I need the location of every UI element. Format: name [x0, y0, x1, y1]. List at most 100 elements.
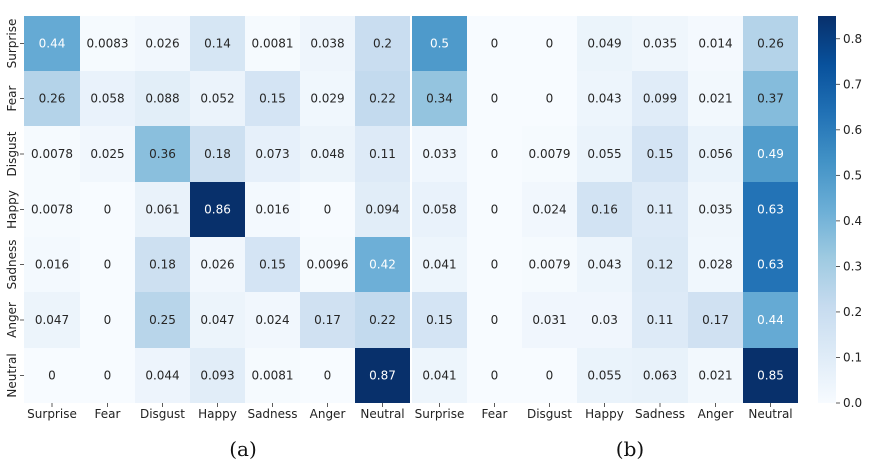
- heatmap-b-cell-r1-c3: [577, 71, 632, 126]
- heatmap-b-cell-r4-c1: [467, 237, 522, 292]
- heatmap-a-value-r1-c5: 0.029: [310, 92, 344, 106]
- heatmap-a-value-r2-c4: 0.073: [255, 147, 289, 161]
- colorbar-tick-label: 0.0: [843, 396, 862, 410]
- heatmap-a-value-r6-c1: 0: [104, 369, 112, 383]
- heatmap-b-cell-r4-c4: [632, 237, 688, 292]
- heatmap-a-value-r0-c6: 0.2: [373, 37, 392, 51]
- heatmap-a-value-r1-c2: 0.088: [145, 92, 179, 106]
- heatmap-a-cell-r2-c0: [24, 126, 80, 182]
- heatmap-b-value-r6-c6: 0.85: [757, 369, 784, 383]
- heatmap-b-cell-r3-c3: [577, 182, 632, 237]
- heatmap-a-cell-r6-c6: [355, 348, 410, 403]
- heatmap-b-value-r4-c4: 0.12: [647, 258, 674, 272]
- heatmap-a-value-r2-c0: 0.0078: [31, 147, 73, 161]
- heatmap-b-cell-r2-c2: [522, 126, 577, 182]
- heatmap-b-cell-r3-c5: [688, 182, 743, 237]
- heatmap-b-cell-r3-c4: [632, 182, 688, 237]
- heatmap-b-cell-r4-c3: [577, 237, 632, 292]
- heatmap-a-cell-r3-c5: [300, 182, 355, 237]
- heatmap-a-cell-r6-c4: [245, 348, 300, 403]
- heatmap-a-cell-r4-c0: [24, 237, 80, 292]
- heatmap-a-xtick-label: Happy: [198, 407, 237, 421]
- heatmap-a-cell-r4-c1: [80, 237, 135, 292]
- colorbar-tick-label: 0.5: [843, 168, 862, 182]
- colorbar-tick-label: 0.4: [843, 214, 862, 228]
- heatmap-b: 0.5 0 0 0.049 0.035 0.014 0.26 0.34 0 0 0.043 0.099…: [412, 16, 798, 421]
- heatmap-b-xtick-label: Happy: [585, 407, 624, 421]
- heatmap-a-ytick-label: Neutral: [5, 353, 19, 397]
- heatmap-a-cell-r1-c2: [135, 71, 190, 126]
- heatmap-b-xtick-label: Surprise: [415, 407, 465, 421]
- heatmap-b-value-r5-c6: 0.44: [757, 313, 784, 327]
- heatmap-b-value-r2-c6: 0.49: [757, 147, 784, 161]
- heatmap-b-cell-r2-c3: [577, 126, 632, 182]
- heatmap-a-cell-r6-c3: [190, 348, 245, 403]
- heatmap-b-cell-r1-c2: [522, 71, 577, 126]
- heatmap-a-value-r2-c5: 0.048: [310, 147, 344, 161]
- heatmap-a-value-r6-c4: 0.0081: [252, 369, 294, 383]
- heatmap-b-value-r4-c6: 0.63: [757, 258, 784, 272]
- heatmap-a-value-r2-c2: 0.36: [149, 147, 176, 161]
- heatmap-a-value-r5-c5: 0.17: [314, 313, 341, 327]
- heatmap-a-cell-r3-c0: [24, 182, 80, 237]
- heatmap-b-cell-r0-c2: [522, 16, 577, 71]
- colorbar-gradient: [818, 16, 836, 403]
- heatmap-b-cell-r3-c1: [467, 182, 522, 237]
- heatmap-a-cell-r0-c0: [24, 16, 80, 71]
- heatmap-a-value-r2-c6: 0.11: [369, 147, 396, 161]
- heatmap-b-value-r5-c4: 0.11: [647, 313, 674, 327]
- heatmap-b-cell-r1-c0: [412, 71, 467, 126]
- heatmap-b-cell-r2-c5: [688, 126, 743, 182]
- heatmap-b-value-r6-c1: 0: [491, 369, 499, 383]
- heatmap-a-ytick-label: Fear: [5, 85, 19, 111]
- heatmap-a-xtick-label: Disgust: [140, 407, 185, 421]
- heatmap-b-cell-r0-c1: [467, 16, 522, 71]
- heatmap-b-value-r0-c1: 0: [491, 37, 499, 51]
- heatmap-a-cell-r0-c6: [355, 16, 410, 71]
- heatmap-b-value-r2-c3: 0.055: [587, 147, 621, 161]
- heatmap-a-value-r5-c4: 0.024: [255, 313, 289, 327]
- heatmap-a-ytick-label: Happy: [5, 190, 19, 229]
- heatmap-a-cell-r2-c6: [355, 126, 410, 182]
- colorbar-tick-label: 0.7: [843, 77, 862, 91]
- heatmap-a-cell-r2-c2: [135, 126, 190, 182]
- heatmap-b-value-r4-c3: 0.043: [587, 258, 621, 272]
- heatmap-b-cell-r1-c1: [467, 71, 522, 126]
- heatmap-b-cell-r5-c3: [577, 292, 632, 348]
- heatmap-a-cell-r6-c5: [300, 348, 355, 403]
- heatmap-a-cell-r3-c2: [135, 182, 190, 237]
- heatmap-b-value-r4-c2: 0.0079: [529, 258, 571, 272]
- heatmap-b-value-r3-c2: 0.024: [532, 203, 566, 217]
- heatmap-b-xtick-label: Neutral: [748, 407, 792, 421]
- heatmap-a-cell-r3-c3: [190, 182, 245, 237]
- heatmap-a-value-r4-c2: 0.18: [149, 258, 176, 272]
- heatmap-a-value-r0-c4: 0.0081: [252, 37, 294, 51]
- heatmap-a-cell-r4-c5: [300, 237, 355, 292]
- heatmap-b-value-r3-c3: 0.16: [591, 203, 618, 217]
- heatmap-a-value-r3-c5: 0: [324, 203, 332, 217]
- heatmap-a-ytick-label: Disgust: [5, 131, 19, 176]
- heatmap-a-cell-r0-c3: [190, 16, 245, 71]
- heatmap-b-value-r6-c0: 0.041: [422, 369, 456, 383]
- heatmap-b-value-r1-c5: 0.021: [698, 92, 732, 106]
- heatmap-a-cell-r6-c0: [24, 348, 80, 403]
- heatmap-b-cell-r2-c1: [467, 126, 522, 182]
- heatmap-a-cell-r6-c2: [135, 348, 190, 403]
- heatmap-b-cell-r5-c0: [412, 292, 467, 348]
- heatmap-a-value-r1-c6: 0.22: [369, 92, 396, 106]
- heatmap-a-value-r6-c3: 0.093: [200, 369, 234, 383]
- heatmap-b-value-r5-c2: 0.031: [532, 313, 566, 327]
- heatmap-b-cell-r2-c6: [743, 126, 798, 182]
- heatmap-b-xtick-label: Fear: [482, 407, 508, 421]
- heatmap-a-cell-r0-c2: [135, 16, 190, 71]
- heatmap-b-cell-r1-c4: [632, 71, 688, 126]
- heatmap-a-value-r5-c1: 0: [104, 313, 112, 327]
- heatmap-a-value-r0-c5: 0.038: [310, 37, 344, 51]
- heatmap-b-cell-r4-c6: [743, 237, 798, 292]
- heatmap-a-cell-r1-c1: [80, 71, 135, 126]
- colorbar-tick-label: 0.8: [843, 32, 862, 46]
- heatmap-b-xtick-label: Disgust: [527, 407, 572, 421]
- heatmap-b-value-r5-c0: 0.15: [426, 313, 453, 327]
- heatmap-b-cell-r2-c4: [632, 126, 688, 182]
